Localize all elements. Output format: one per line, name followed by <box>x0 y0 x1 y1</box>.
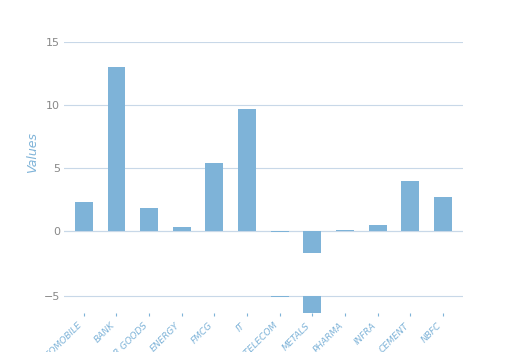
Bar <box>271 296 289 297</box>
Bar <box>107 68 125 231</box>
Bar <box>369 225 387 231</box>
Bar <box>238 109 256 231</box>
Bar <box>434 197 452 231</box>
Bar <box>303 296 321 326</box>
Bar <box>75 202 93 231</box>
Bar <box>206 163 224 231</box>
Y-axis label: Values: Values <box>26 132 39 173</box>
Bar <box>271 231 289 232</box>
Bar <box>140 208 158 231</box>
Bar <box>173 227 191 231</box>
Bar <box>401 181 419 231</box>
Bar <box>303 231 321 252</box>
